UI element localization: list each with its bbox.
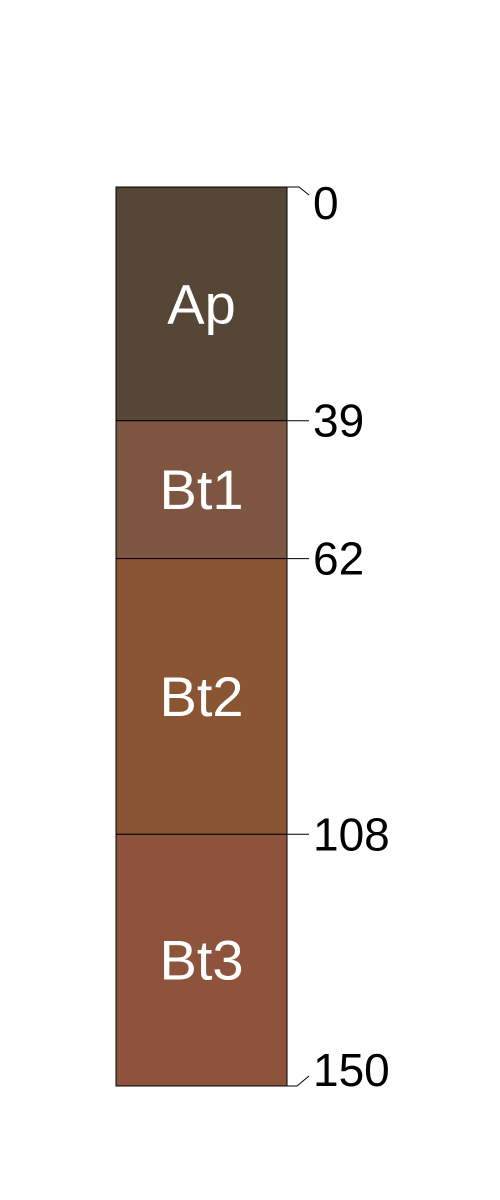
depth-label: 39 xyxy=(313,395,364,447)
depth-label: 108 xyxy=(313,808,390,860)
depth-label: 62 xyxy=(313,533,364,585)
depth-label: 150 xyxy=(313,1044,390,1096)
horizon-bt3 xyxy=(115,833,288,1087)
horizon-ap xyxy=(115,186,288,422)
depth-label: 0 xyxy=(313,177,339,229)
horizon-bt1 xyxy=(115,420,288,560)
depth-tick xyxy=(287,186,310,196)
depth-tick xyxy=(287,1075,310,1087)
horizon-label-bt3: Bt3 xyxy=(159,929,243,992)
horizon-label-bt2: Bt2 xyxy=(159,665,243,728)
horizon-label-ap: Ap xyxy=(167,272,236,335)
horizon-label-bt1: Bt1 xyxy=(159,458,243,521)
horizon-bt2 xyxy=(115,558,288,835)
